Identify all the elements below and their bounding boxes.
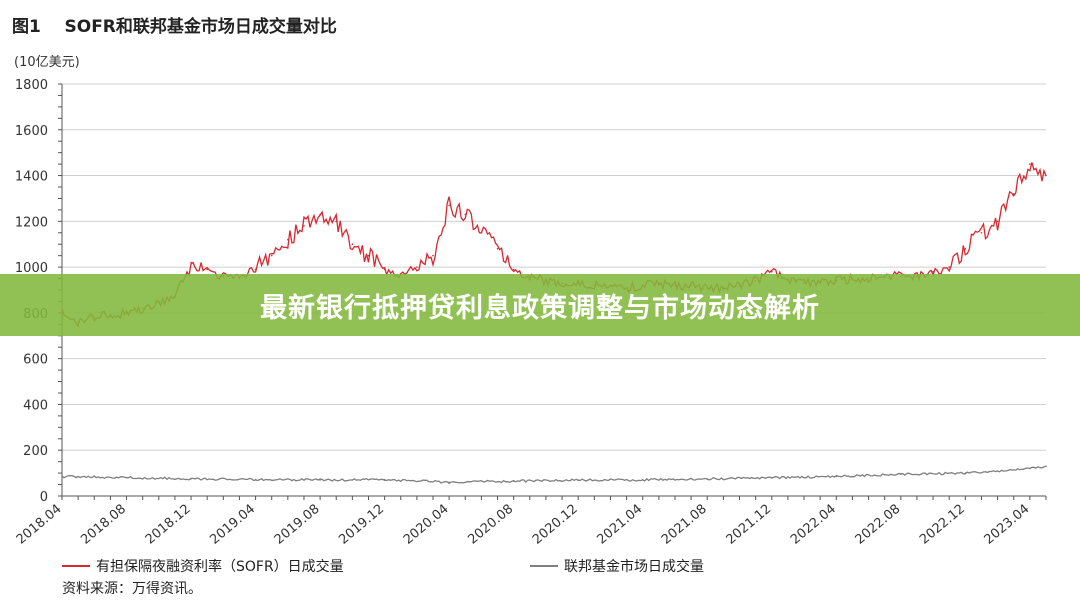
source-note: 资料来源：万得资讯。 [62, 581, 202, 597]
data-point [964, 472, 967, 474]
data-point [319, 479, 321, 481]
x-tick-label: 2022.12 [917, 502, 968, 548]
x-tick-label: 2019.12 [336, 502, 387, 548]
y-tick-label: 400 [23, 398, 48, 413]
data-point [319, 213, 321, 216]
data-point [303, 225, 305, 227]
data-point [351, 243, 354, 246]
x-tick-label: 2020.08 [465, 502, 516, 548]
x-tick-label: 2022.04 [788, 502, 839, 548]
data-point [964, 248, 967, 250]
y-tick-label: 600 [23, 353, 48, 368]
x-tick-label: 2018.12 [143, 502, 194, 548]
data-point [980, 231, 983, 234]
data-point [512, 480, 515, 482]
x-tick-label: 2021.12 [724, 502, 775, 548]
legend-swatch-fedfunds [530, 565, 558, 567]
data-point [61, 475, 63, 478]
x-tick-label: 2021.08 [659, 502, 710, 548]
data-point [287, 238, 289, 241]
legend-swatch-sofr [62, 565, 90, 567]
data-point [125, 476, 128, 479]
data-point [496, 248, 499, 250]
data-point [706, 478, 709, 480]
data-point [190, 478, 192, 480]
data-point [190, 261, 192, 264]
data-point [383, 478, 386, 481]
data-point [996, 220, 999, 223]
x-axis: 2018.04 2018.08 2018.12 2019.04 2019.08 2019.… [14, 495, 1047, 548]
data-point [770, 270, 773, 273]
x-tick-label: 2018.04 [14, 502, 65, 548]
data-point [770, 476, 773, 479]
data-point [448, 204, 450, 207]
data-point [512, 268, 515, 271]
y-tick-label: 1400 [15, 170, 48, 185]
data-point [464, 213, 467, 216]
data-point [270, 254, 273, 257]
headline-banner: 最新银行抵押贷利息政策调整与市场动态解析 [0, 274, 1080, 336]
data-point [1045, 465, 1047, 468]
x-tick-label: 2021.04 [594, 502, 645, 548]
y-axis-label: (10亿美元) [14, 55, 80, 70]
y-tick-label: 1800 [15, 78, 48, 93]
data-point [335, 220, 338, 223]
y-tick-label: 1200 [15, 215, 48, 230]
data-point [448, 481, 450, 484]
legend-label-sofr: 有担保隔夜融资利率（SOFR）日成交量 [96, 559, 344, 575]
x-tick-label: 2020.12 [530, 502, 581, 548]
y-tick-label: 1000 [15, 261, 48, 276]
data-point [206, 268, 208, 271]
data-point [932, 270, 934, 273]
data-point [1012, 193, 1015, 195]
y-tick-label: 200 [23, 444, 48, 459]
data-point [577, 479, 579, 481]
x-tick-label: 2022.08 [853, 502, 904, 548]
data-point [480, 231, 483, 234]
data-point [432, 254, 434, 257]
legend-item-sofr: 有担保隔夜融资利率（SOFR）日成交量 [62, 556, 344, 576]
y-tick-label: 0 [40, 490, 48, 505]
data-point [641, 479, 644, 481]
data-point [254, 478, 257, 481]
x-tick-label: 2019.04 [207, 502, 258, 548]
chart-gridlines [62, 83, 1046, 497]
x-tick-label: 2019.08 [272, 502, 323, 548]
data-point [835, 475, 838, 478]
data-point [383, 268, 386, 271]
x-tick-label: 2023.04 [982, 502, 1033, 548]
x-tick-label: 2020.04 [401, 502, 452, 548]
figure-title: 图1 SOFR和联邦基金市场日成交量对比 [12, 17, 337, 37]
data-point [1029, 163, 1031, 165]
data-point [416, 266, 418, 268]
data-point [367, 254, 370, 257]
legend-item-fedfunds: 联邦基金市场日成交量 [530, 556, 704, 576]
headline-text: 最新银行抵押贷利息政策调整与市场动态解析 [260, 292, 820, 324]
data-point [254, 268, 257, 271]
data-point [948, 266, 951, 268]
data-point [900, 473, 902, 476]
data-point [1045, 174, 1047, 177]
legend-label-fedfunds: 联邦基金市场日成交量 [564, 559, 704, 575]
y-axis: 020040060080010001200140016001800 [15, 78, 63, 505]
fedfunds-line [61, 465, 1047, 485]
data-point [1029, 467, 1031, 470]
x-tick-label: 2018.08 [78, 502, 129, 548]
y-tick-label: 1600 [15, 124, 48, 139]
